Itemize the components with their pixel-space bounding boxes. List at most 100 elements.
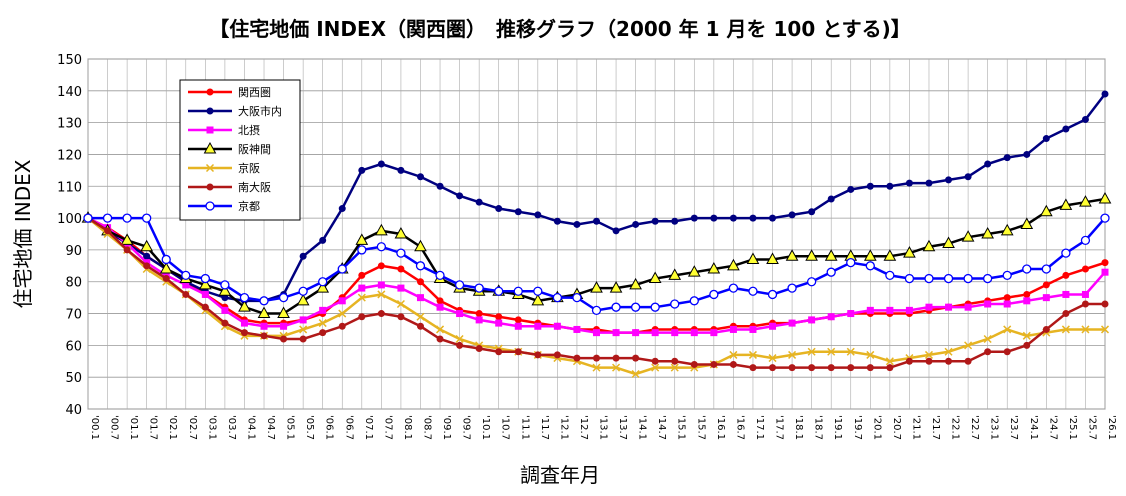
point [239, 292, 250, 303]
point [727, 258, 740, 271]
point [612, 363, 621, 372]
point [632, 354, 640, 362]
point [984, 348, 992, 356]
point [1003, 154, 1011, 162]
point [1062, 310, 1070, 318]
x-tick-label: '07.1 [363, 415, 374, 440]
point [338, 309, 347, 318]
point [238, 300, 251, 312]
point [338, 297, 346, 305]
point [355, 233, 369, 245]
point [397, 313, 405, 321]
x-tick-label: '18.7 [813, 415, 824, 440]
point [1100, 213, 1110, 223]
point [847, 185, 855, 193]
point [925, 303, 933, 311]
x-tick-label: '22.7 [969, 415, 980, 440]
point [553, 351, 561, 359]
point [943, 273, 954, 284]
point [456, 310, 464, 318]
point [1022, 264, 1032, 274]
point [318, 319, 327, 328]
point [221, 319, 229, 327]
y-tick-label: 120 [57, 148, 82, 163]
point [707, 261, 721, 274]
point [181, 270, 191, 281]
point [592, 363, 601, 372]
series-markers [83, 213, 1110, 316]
point [338, 205, 346, 213]
point [611, 302, 621, 312]
point [865, 261, 875, 271]
point [671, 357, 679, 365]
point [377, 310, 385, 318]
point [805, 249, 818, 261]
point [1023, 297, 1031, 305]
x-tick-label: '11.1 [519, 415, 530, 440]
point [1081, 265, 1089, 273]
point [319, 306, 327, 314]
point [629, 277, 642, 290]
point [1059, 198, 1073, 210]
x-tick-label: '19.1 [832, 415, 843, 440]
point [983, 273, 993, 284]
point [495, 319, 503, 327]
x-tick-label: '00.7 [109, 415, 120, 440]
point [612, 329, 620, 337]
point [553, 217, 561, 225]
y-tick-label: 100 [57, 212, 82, 227]
y-tick-label: 50 [65, 371, 82, 386]
point [397, 166, 405, 174]
point [961, 230, 975, 242]
point [670, 363, 679, 372]
point [416, 294, 424, 302]
point [1062, 125, 1070, 133]
point [257, 306, 271, 319]
x-tick-label: '05.7 [304, 415, 315, 440]
x-tick-label: '06.1 [324, 415, 335, 440]
point [534, 351, 542, 359]
point [414, 239, 427, 252]
point [436, 325, 445, 334]
point [1079, 195, 1092, 207]
point [631, 369, 640, 379]
point [534, 211, 542, 219]
point [143, 262, 151, 270]
point [357, 293, 366, 302]
x-tick-label: '21.1 [910, 415, 921, 440]
point [396, 248, 406, 258]
point [807, 347, 816, 356]
point [749, 214, 757, 222]
point [925, 357, 933, 365]
point [1023, 341, 1031, 349]
point [552, 292, 563, 303]
point [1000, 223, 1014, 236]
point [415, 261, 426, 271]
point [240, 329, 248, 337]
point [749, 325, 757, 333]
point [885, 270, 895, 281]
point [788, 319, 796, 327]
point [397, 265, 405, 273]
x-tick-label: '11.7 [539, 415, 550, 440]
point [768, 354, 777, 363]
x-tick-label: '14.7 [656, 415, 667, 440]
x-tick-label: '24.1 [1028, 415, 1039, 440]
x-tick-label: '21.7 [930, 415, 941, 440]
x-tick-label: '19.7 [852, 415, 863, 440]
point [416, 312, 425, 321]
point [182, 281, 190, 289]
x-tick-label: '00.1 [89, 415, 100, 440]
point [651, 329, 659, 337]
x-tick-label: '15.7 [695, 415, 706, 440]
x-tick-label: '20.1 [871, 415, 882, 440]
point [436, 335, 444, 343]
point [1020, 217, 1034, 229]
point [690, 360, 698, 368]
point [827, 364, 835, 372]
point [886, 306, 894, 314]
point [945, 357, 953, 365]
point [1061, 325, 1070, 334]
point [886, 364, 894, 372]
